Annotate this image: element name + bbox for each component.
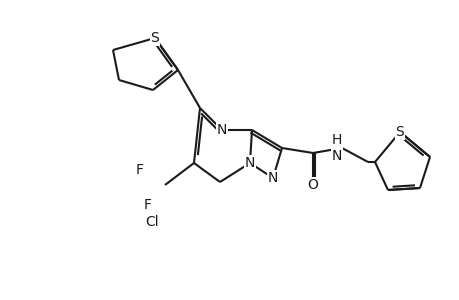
Text: H
N: H N	[331, 133, 341, 163]
Text: F: F	[144, 198, 151, 212]
Text: N: N	[244, 156, 255, 170]
Text: O: O	[307, 178, 318, 192]
Text: Cl: Cl	[145, 215, 158, 229]
Text: N: N	[267, 171, 278, 185]
Text: S: S	[150, 31, 159, 45]
Text: F: F	[136, 163, 144, 177]
Text: N: N	[216, 123, 227, 137]
Text: S: S	[395, 125, 403, 139]
